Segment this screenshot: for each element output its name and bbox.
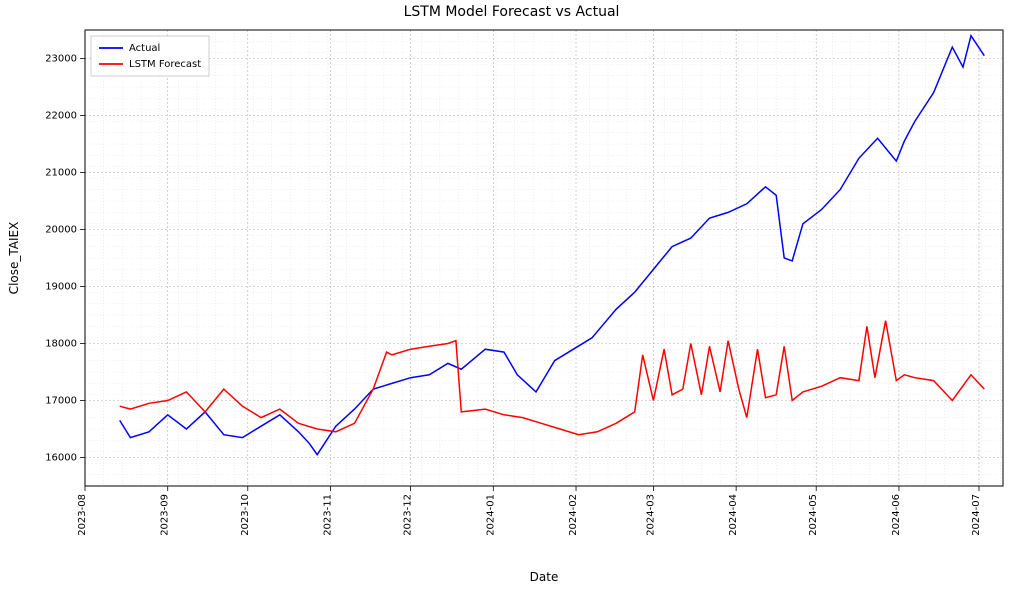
x-tick-label: 2024-02 [568, 494, 579, 536]
y-axis-label: Close_TAIEX [7, 222, 21, 295]
x-axis-label: Date [530, 570, 559, 584]
x-tick-label: 2023-08 [77, 494, 88, 536]
y-tick-label: 21000 [45, 168, 77, 179]
x-tick-label: 2024-04 [728, 494, 739, 536]
x-tick-label: 2023-11 [323, 494, 334, 536]
chart-container: 2023-08 2023-09 2023-10 2023-11 2023-12 2024-… [0, 0, 1023, 591]
chart-title: LSTM Model Forecast vs Actual [404, 4, 620, 20]
forecast-chart: 2023-08 2023-09 2023-10 2023-11 2023-12 2024-… [0, 0, 1023, 591]
y-tick-label: 19000 [45, 282, 77, 293]
x-tick-label: 2024-06 [891, 494, 902, 536]
legend: Actual LSTM Forecast [91, 36, 209, 76]
x-tick-label: 2024-07 [971, 494, 982, 536]
x-tick-label: 2024-05 [808, 494, 819, 536]
y-tick-label: 23000 [45, 54, 77, 65]
x-tick-label: 2024-01 [485, 494, 496, 536]
y-tick-label: 16000 [45, 453, 77, 464]
y-tick-label: 20000 [45, 225, 77, 236]
x-tick-label: 2023-12 [403, 494, 414, 536]
x-tick-label: 2024-03 [645, 494, 656, 536]
legend-label: Actual [129, 43, 160, 54]
y-tick-label: 18000 [45, 339, 77, 350]
x-tick-label: 2023-10 [240, 494, 251, 536]
y-tick-label: 17000 [45, 396, 77, 407]
x-tick-label: 2023-09 [160, 494, 171, 536]
legend-label: LSTM Forecast [129, 59, 201, 70]
y-tick-label: 22000 [45, 111, 77, 122]
